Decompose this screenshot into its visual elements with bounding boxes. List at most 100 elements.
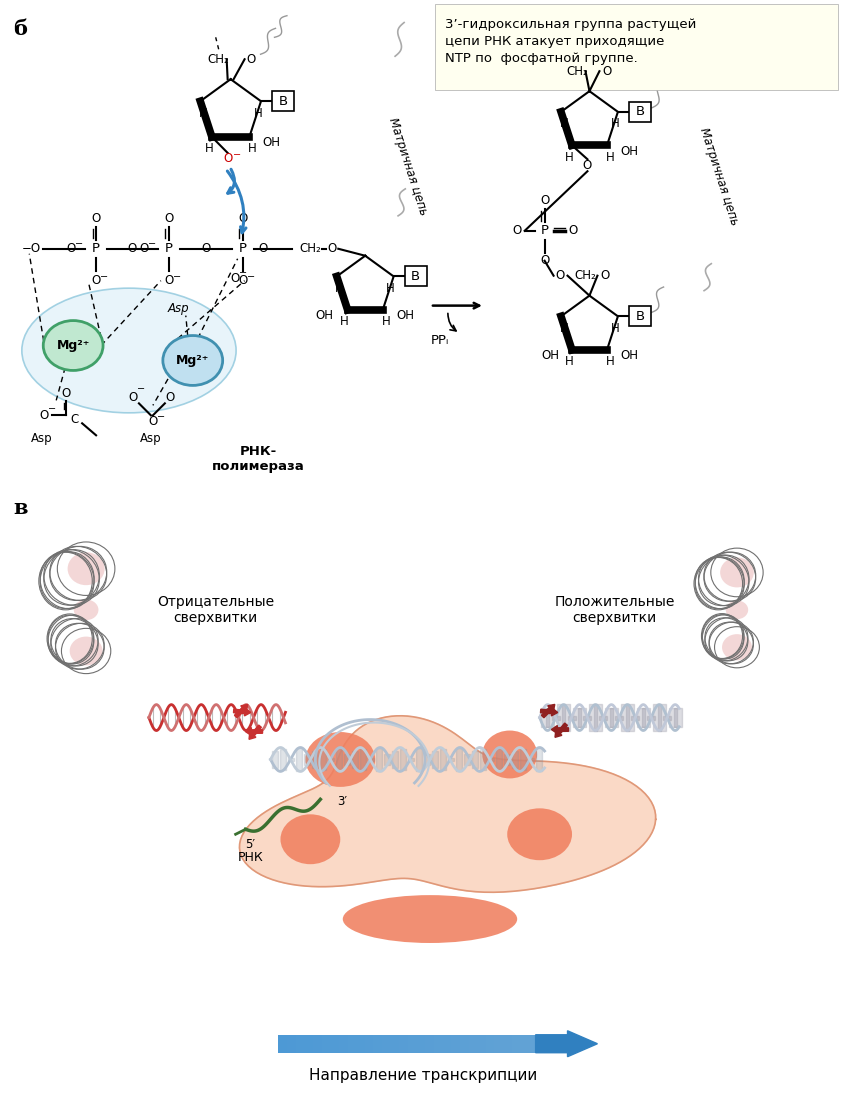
Ellipse shape — [305, 733, 375, 787]
Text: O: O — [165, 391, 175, 404]
Text: H: H — [335, 281, 344, 295]
Text: O: O — [165, 274, 174, 287]
Text: −: − — [137, 384, 145, 394]
Text: P: P — [238, 242, 247, 255]
FancyBboxPatch shape — [435, 4, 838, 90]
FancyBboxPatch shape — [272, 91, 294, 112]
Text: H: H — [605, 151, 615, 164]
Text: O: O — [40, 408, 49, 422]
Text: P: P — [541, 224, 549, 238]
Text: O: O — [555, 269, 564, 283]
Text: O: O — [540, 254, 550, 267]
Text: −: − — [100, 272, 108, 281]
Text: H: H — [387, 281, 395, 295]
Bar — [521, 1035, 530, 1052]
Text: O: O — [62, 387, 70, 400]
FancyBboxPatch shape — [629, 102, 650, 122]
FancyArrow shape — [540, 708, 558, 716]
Text: O: O — [600, 269, 610, 283]
Text: РНК-
полимераза: РНК- полимераза — [212, 446, 305, 473]
Ellipse shape — [483, 730, 537, 779]
Text: P: P — [92, 242, 100, 255]
Ellipse shape — [74, 600, 98, 620]
Text: H: H — [565, 151, 573, 164]
Text: C: C — [70, 413, 78, 426]
Bar — [304, 1035, 314, 1052]
Text: H: H — [611, 117, 619, 130]
Text: OH: OH — [620, 349, 638, 362]
Bar — [278, 1035, 288, 1052]
Text: O: O — [230, 273, 239, 285]
Bar — [469, 1035, 478, 1052]
Text: Отрицательные
сверхвитки: Отрицательные сверхвитки — [157, 595, 274, 625]
Text: O: O — [238, 212, 248, 226]
Ellipse shape — [726, 600, 748, 619]
Ellipse shape — [281, 815, 340, 864]
Bar — [321, 1035, 332, 1052]
Text: −O: −O — [22, 242, 41, 255]
Text: H: H — [248, 142, 257, 155]
Text: Mg²⁺: Mg²⁺ — [176, 354, 209, 367]
Bar — [434, 1035, 444, 1052]
Text: OH: OH — [397, 310, 415, 322]
FancyBboxPatch shape — [404, 266, 427, 287]
Text: O: O — [92, 212, 101, 226]
Ellipse shape — [43, 321, 103, 370]
Text: 3’-гидроксильная группа растущей
цепи РНК атакует приходящие
NTP по  фосфатной г: 3’-гидроксильная группа растущей цепи РН… — [445, 19, 696, 66]
Text: B: B — [411, 270, 420, 283]
Text: Матричная цепь: Матричная цепь — [386, 115, 430, 217]
Bar — [356, 1035, 365, 1052]
Bar — [391, 1035, 400, 1052]
Ellipse shape — [722, 634, 752, 660]
FancyArrow shape — [551, 726, 568, 734]
Bar — [399, 1035, 409, 1052]
Text: O: O — [148, 415, 158, 428]
Ellipse shape — [22, 288, 236, 413]
Text: H: H — [605, 355, 615, 368]
Text: O: O — [258, 242, 267, 255]
Polygon shape — [239, 716, 656, 892]
Text: O: O — [238, 274, 248, 287]
Text: O: O — [512, 224, 522, 238]
FancyArrow shape — [234, 704, 248, 717]
Text: Asp: Asp — [140, 431, 162, 445]
Text: O: O — [201, 242, 210, 255]
Text: O: O — [165, 212, 174, 226]
FancyArrow shape — [249, 725, 261, 739]
Text: H: H — [382, 315, 390, 328]
Text: OH: OH — [315, 310, 334, 322]
Text: CH₂: CH₂ — [566, 65, 589, 78]
Text: Матричная цепь: Матричная цепь — [697, 126, 741, 227]
Bar — [313, 1035, 323, 1052]
Text: OH: OH — [620, 145, 638, 158]
FancyArrow shape — [233, 708, 251, 716]
Text: O: O — [540, 195, 550, 207]
Text: H: H — [199, 106, 208, 119]
Text: B: B — [635, 310, 644, 323]
Text: −: − — [75, 239, 83, 249]
Text: O: O — [327, 242, 337, 255]
Bar — [443, 1035, 452, 1052]
Bar — [511, 1035, 522, 1052]
Text: B: B — [635, 105, 644, 118]
Text: CH₂: CH₂ — [208, 53, 230, 66]
Text: O: O — [603, 65, 612, 78]
Text: H: H — [560, 117, 568, 130]
Text: −: − — [173, 272, 181, 281]
Text: Asp: Asp — [31, 431, 53, 445]
Text: в: в — [14, 498, 28, 518]
Text: PPᵢ: PPᵢ — [431, 334, 449, 347]
Ellipse shape — [507, 808, 572, 861]
Bar — [477, 1035, 487, 1052]
Text: O: O — [128, 391, 137, 404]
Ellipse shape — [163, 335, 223, 385]
Text: H: H — [565, 355, 573, 368]
Text: Asp: Asp — [168, 302, 190, 315]
Text: O: O — [66, 242, 75, 255]
Text: O: O — [92, 274, 101, 287]
Bar — [373, 1035, 383, 1052]
Bar — [287, 1035, 297, 1052]
Text: H: H — [254, 106, 262, 119]
Text: −: − — [148, 239, 156, 249]
Bar — [416, 1035, 427, 1052]
